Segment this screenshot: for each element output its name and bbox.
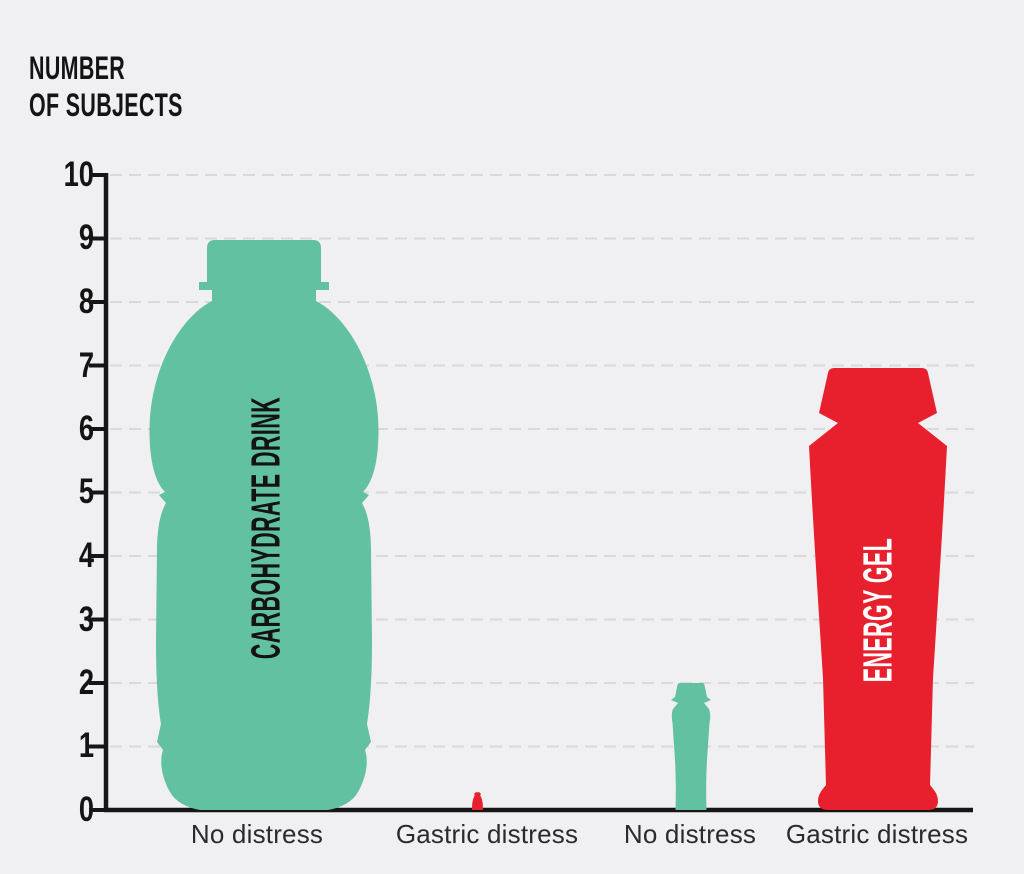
y-axis-tick-label-0: 0 xyxy=(78,790,94,829)
carbohydrate-drink-bottle-label: CARBOHYDRATE DRINK xyxy=(242,397,288,659)
y-axis-tick-label-3: 3 xyxy=(78,600,94,639)
y-axis-tick-label-2: 2 xyxy=(78,663,94,702)
chart-title-line1: NUMBER xyxy=(29,50,126,86)
energy-gel-packet-label: ENERGY GEL xyxy=(854,538,900,683)
y-axis-tick-label-8: 8 xyxy=(78,282,94,321)
x-axis-label-gastric-distress-gel: Gastric distress xyxy=(785,819,969,849)
chart-title: NUMBER OF SUBJECTS xyxy=(29,50,183,124)
y-axis-ticks xyxy=(89,173,106,812)
energy-gel-no-distress-small-packet xyxy=(671,683,711,810)
y-axis-tick-label-9: 9 xyxy=(78,218,94,257)
energy-gel-packet-bar xyxy=(809,368,947,810)
y-axis-tick-label-1: 1 xyxy=(78,726,94,765)
y-axis-tick-label-7: 7 xyxy=(78,346,94,385)
y-axis-tick-label-10: 10 xyxy=(63,155,94,194)
carbohydrate-drink-gastric-distress-tiny-bottle xyxy=(472,792,483,810)
x-axis-label-gastric-distress-carb: Gastric distress xyxy=(395,819,579,849)
chart-title-line2: OF SUBJECTS xyxy=(29,87,183,123)
y-axis-tick-label-5: 5 xyxy=(78,472,94,511)
y-axis-tick-label-4: 4 xyxy=(78,536,94,575)
y-axis-tick-label-6: 6 xyxy=(78,409,94,448)
carbohydrate-drink-bottle-bar xyxy=(149,240,379,810)
x-axis-label-no-distress-carb: No distress xyxy=(190,819,324,849)
x-axis-label-no-distress-gel: No distress xyxy=(623,819,757,849)
